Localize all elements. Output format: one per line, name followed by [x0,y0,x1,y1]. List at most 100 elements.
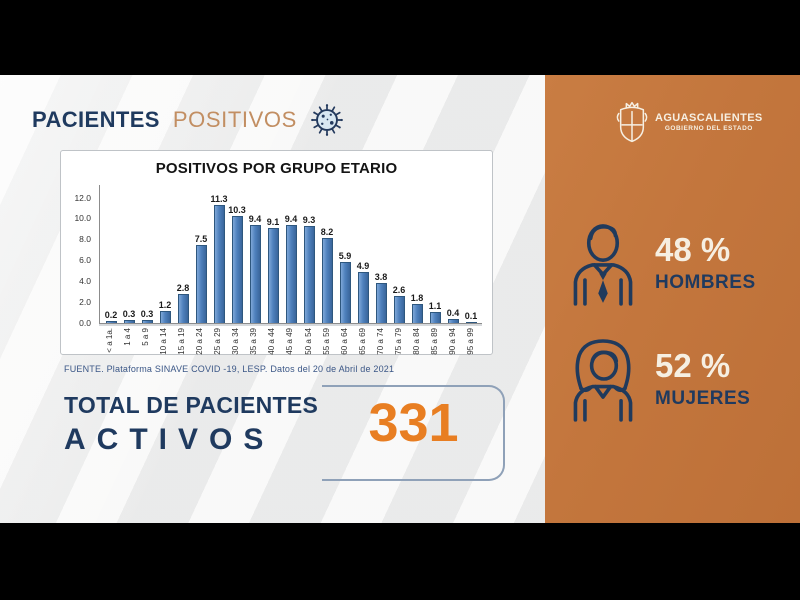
bar-column: 4.9 [354,262,372,323]
bar [141,319,153,323]
stat-mujeres: 52 % MUJERES [565,333,750,425]
letterbox-bottom [0,523,800,600]
letterbox-top [0,0,800,75]
virus-icon [311,104,343,136]
bar-column: 7.5 [192,233,210,323]
y-axis-tick: 6.0 [79,255,91,265]
bar-value-label: 10.3 [228,204,246,215]
stat-text: 52 % MUJERES [655,346,751,410]
source-note: FUENTE. Plataforma SINAVE COVID -19, LES… [64,364,395,374]
x-axis-label: 90 a 94 [447,328,457,355]
bar-column: 0.1 [462,312,480,323]
bar-value-label: 9.4 [248,214,262,225]
bar-column: 9.4 [282,215,300,323]
bar-value-label: 5.9 [338,250,352,261]
stat-hombres: 48 % HOMBRES [565,217,756,309]
bar-value-label: 11.3 [210,194,228,205]
bar [393,295,405,323]
bar [231,215,243,323]
bar-column: 5.9 [336,250,354,323]
x-axis-label: 95 a 99 [465,328,475,355]
bar [303,226,315,323]
total-value: 331 [368,393,459,453]
header: PACIENTES POSITIVOS [32,101,346,139]
y-axis-tick: 4.0 [79,275,91,286]
bar-value-label: 0.2 [104,309,118,320]
bar-column: 3.8 [372,273,390,323]
bar [357,272,369,323]
bar-column: 8.2 [318,226,336,323]
y-axis-tick: 2.0 [79,296,91,307]
stat-percent-hombres: 48 % [655,230,731,268]
bar-value-label: 0.3 [122,308,136,319]
bar-value-label: 7.5 [194,233,208,244]
bar-column: 0.3 [138,308,156,323]
logo-title: AGUASCALIENTES [655,112,763,124]
coat-of-arms-icon [616,101,648,143]
bar-column: 9.1 [264,218,282,323]
stat-label-hombres: HOMBRES [655,272,756,294]
slide: PACIENTES POSITIVOS POSITIVOS POR GRUPO … [0,75,800,523]
total-label-line1: TOTAL DE PACIENTES [64,392,319,418]
bar [285,225,297,323]
government-logo: AGUASCALIENTES GOBIERNO DEL ESTADO [615,101,763,143]
bar-column: 0.2 [102,309,120,323]
bar-column: 2.8 [174,282,192,323]
total-value-bracket [322,385,505,481]
bar [249,225,261,323]
chart-y-axis: 12.0 10.0 8.0 6.0 4.0 2.0 0.0 [62,185,96,326]
y-axis-tick: 0.0 [79,317,91,328]
stat-label-mujeres: MUJERES [655,388,751,410]
stat-percent-mujeres: 52 % [655,346,731,384]
bar [267,228,279,323]
bar-value-label: 2.8 [176,282,190,293]
side-panel: AGUASCALIENTES GOBIERNO DEL ESTADO [545,75,800,523]
bar-column: 1.1 [426,300,444,323]
bar-column: 10.3 [228,204,246,323]
bar [159,310,171,323]
total-block: TOTAL DE PACIENTES ACTIVOS [64,392,318,457]
bar-value-label: 9.1 [266,217,280,228]
bar-value-label: 4.9 [356,261,370,271]
bar-value-label: 9.4 [284,214,298,225]
chart-title: POSITIVOS POR GRUPO ETARIO [155,160,398,177]
total-label-line2: ACTIVOS [64,423,275,456]
woman-icon [573,339,633,422]
bar [321,237,333,323]
bar [105,320,117,323]
bar [339,261,351,323]
logo-text: AGUASCALIENTES GOBIERNO DEL ESTADO [655,112,763,132]
bar [177,293,189,323]
bar [465,322,477,323]
bar [447,318,459,323]
bar [375,283,387,323]
bar-column: 0.3 [120,308,138,323]
man-icon [573,224,633,306]
bar-value-label: 0.1 [464,311,478,321]
chart-plot: 12.0 10.0 8.0 6.0 4.0 2.0 0.0 0.2 0.3 0.3 1.2 2.8 7… [74,185,482,327]
bar [213,205,225,323]
bar [411,304,423,323]
bar-value-label: 3.8 [374,272,388,283]
bar-value-label: 0.3 [140,308,154,319]
bar-value-label: 1.1 [428,300,442,311]
bar-value-label: 1.2 [158,299,172,310]
bar-column: 1.2 [156,299,174,323]
bar [195,244,207,323]
bar-column: 1.8 [408,294,426,323]
chart-bars: 0.2 0.3 0.3 1.2 2.8 7.5 11.3 10.3 9.4 9.1 9.4 9.3 8.… [100,185,482,323]
bar-column: 11.3 [210,195,228,323]
bar-value-label: 1.8 [410,293,424,304]
bar-value-label: 8.2 [320,226,334,237]
stat-text: 48 % HOMBRES [655,230,756,294]
bar-column: 0.4 [444,308,462,323]
chart-card: POSITIVOS POR GRUPO ETARIO 12.0 10.0 8.0 6.… [60,150,493,355]
bar-column: 9.4 [246,215,264,323]
bar-column: 9.3 [300,216,318,323]
bar-value-label: 2.6 [392,284,406,295]
y-axis-tick: 10.0 [74,213,91,224]
bar [123,319,135,323]
page-title-bold: PACIENTES [32,107,160,132]
bar-value-label: 9.3 [302,215,316,226]
y-axis-tick: 12.0 [74,192,91,203]
